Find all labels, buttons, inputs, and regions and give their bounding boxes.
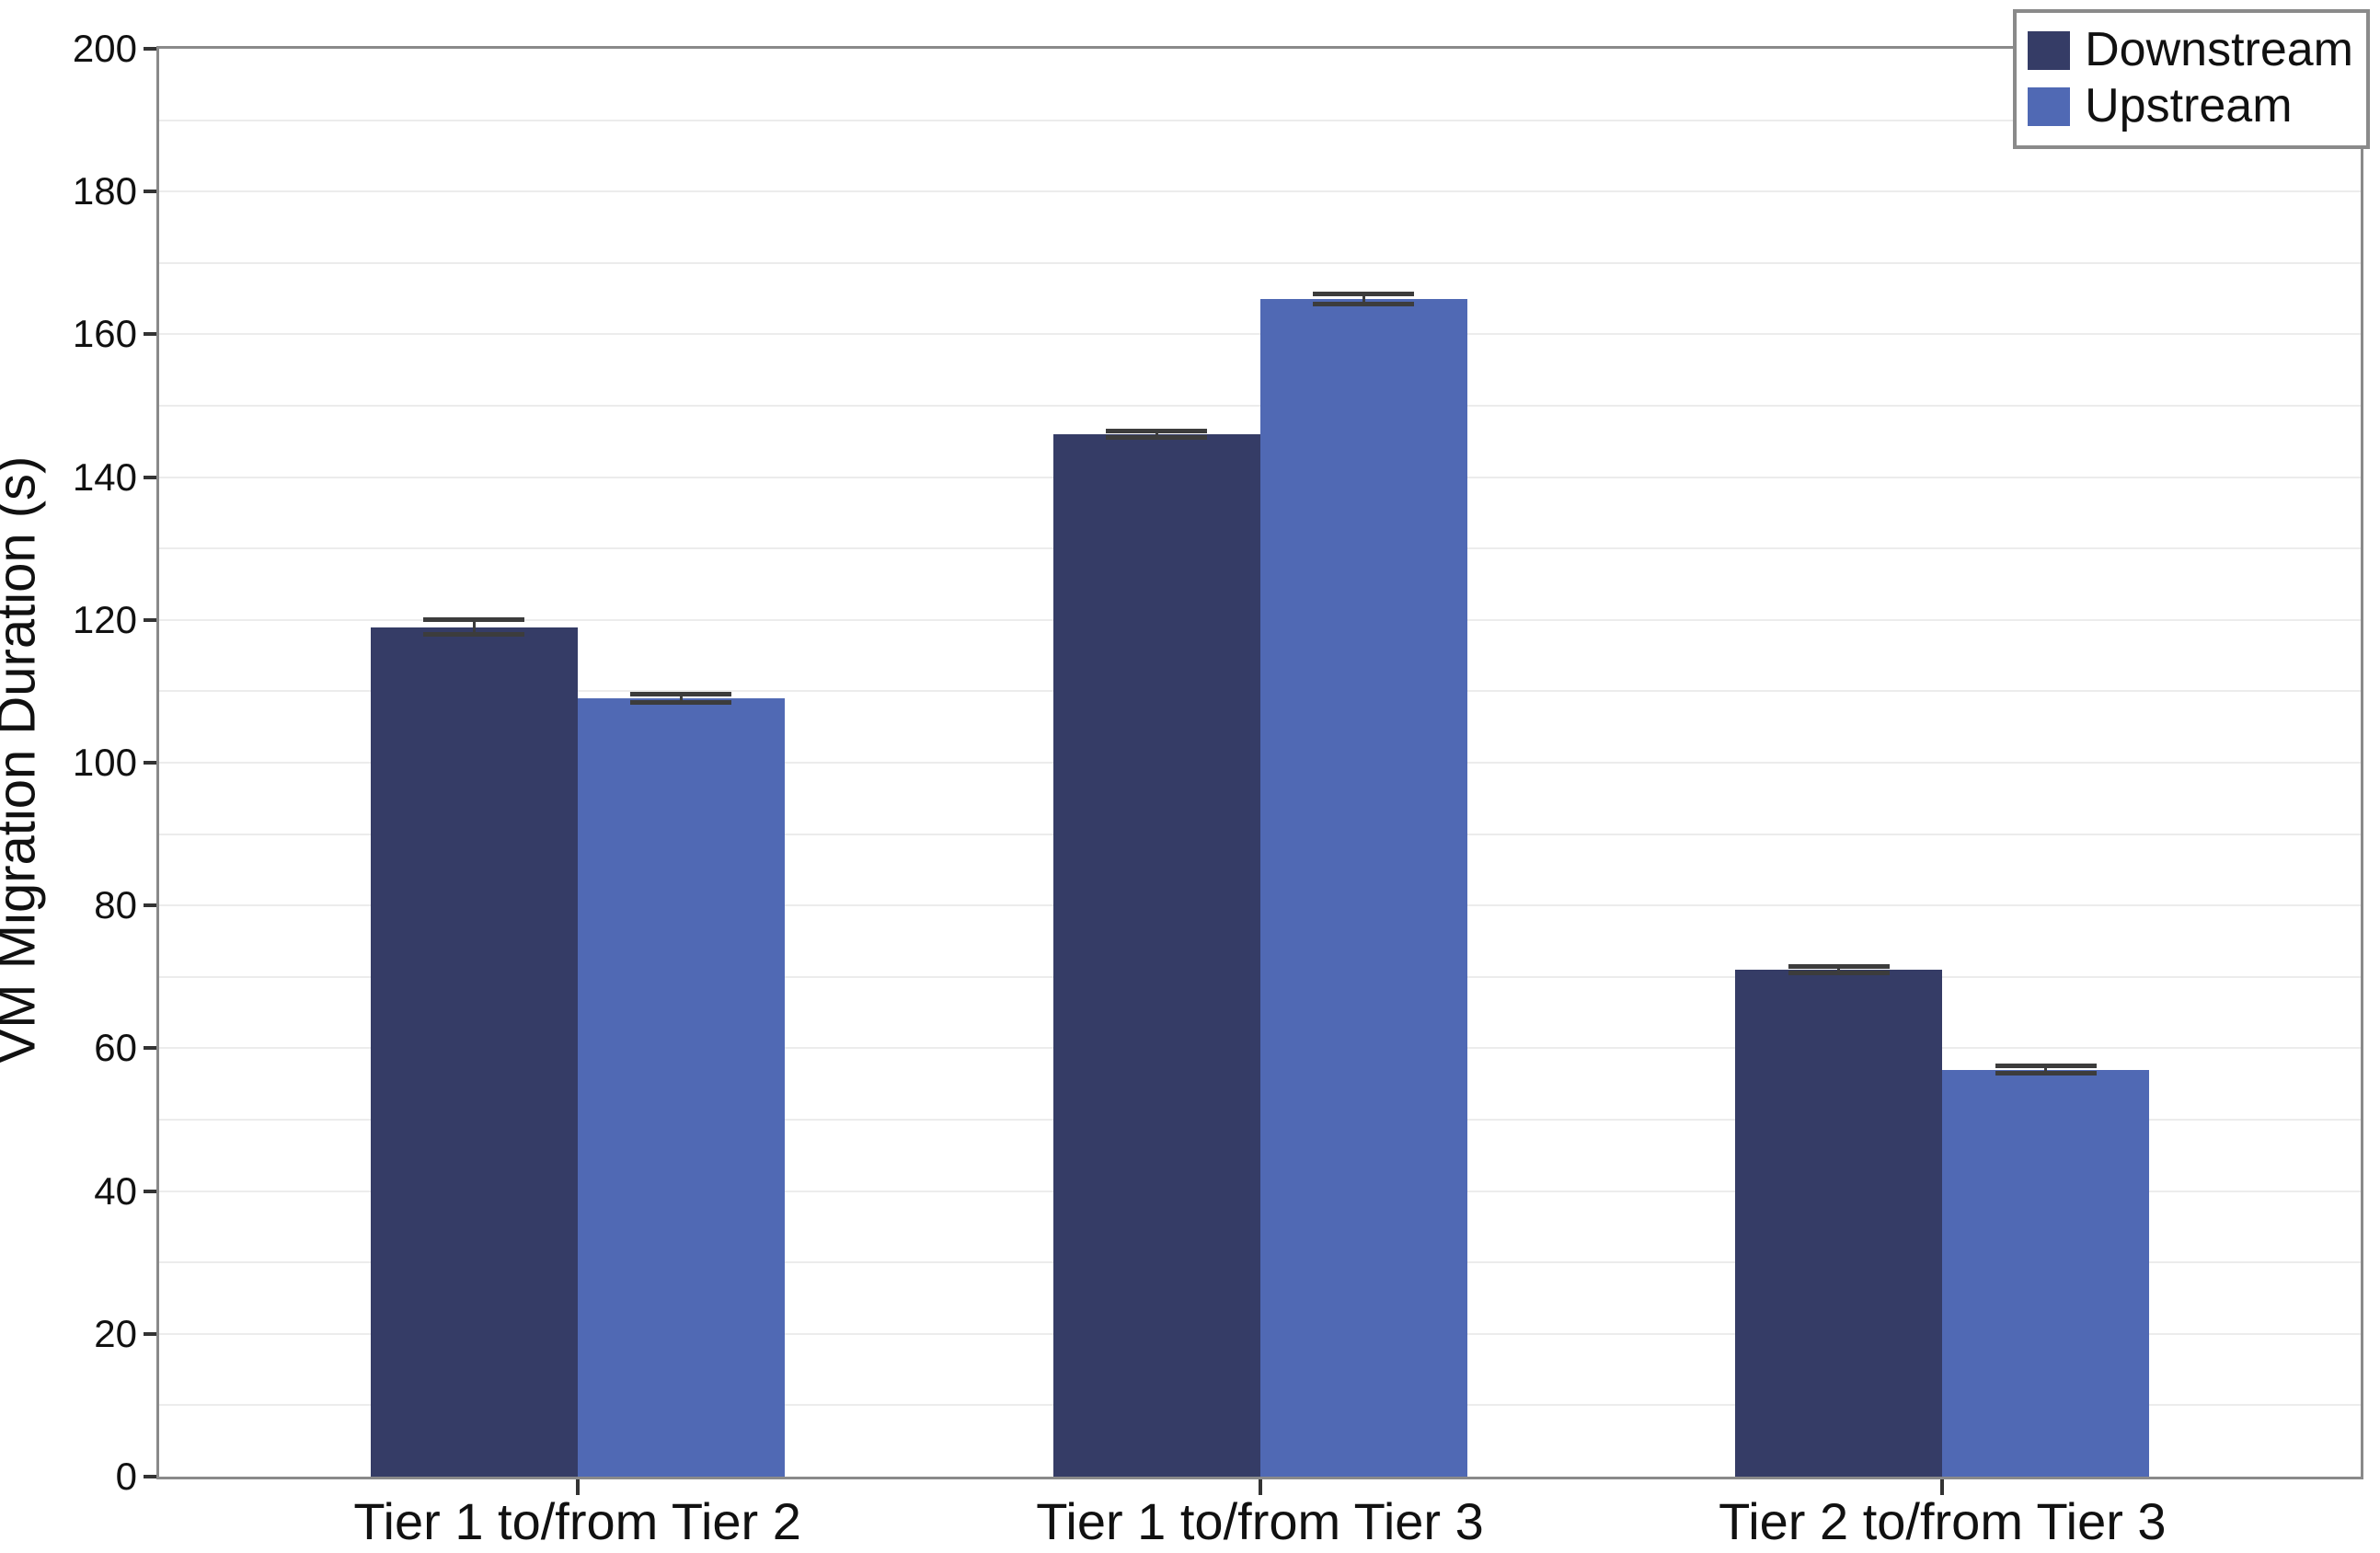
y-tick-label-160: 160 (72, 312, 137, 356)
bar-downstream-group1 (370, 627, 578, 1477)
y-tick-label-20: 20 (94, 1311, 137, 1355)
legend-row-upstream: Upstream (2028, 79, 2353, 133)
legend-swatch-downstream (2028, 30, 2071, 70)
bar-upstream-group2 (1259, 298, 1467, 1477)
x-tick-group2 (1258, 1479, 1262, 1495)
y-tick-label-40: 40 (94, 1168, 137, 1213)
y-tick-label-200: 200 (72, 27, 137, 70)
y-tick-200 (144, 47, 156, 51)
errorbar-cap-bottom (1313, 301, 1414, 306)
errorbar-downstream-group3 (1837, 966, 1841, 973)
bar-downstream-group3 (1735, 970, 1943, 1477)
errorbar-cap-bottom (423, 631, 525, 637)
y-tick-180 (144, 190, 156, 194)
legend-label-upstream: Upstream (2085, 79, 2293, 133)
bar-upstream-group3 (1942, 1069, 2150, 1477)
gridline-y190 (159, 119, 2361, 121)
legend: Downstream Upstream (2013, 9, 2370, 150)
legend-row-downstream: Downstream (2028, 23, 2353, 76)
y-tick-label-0: 0 (115, 1455, 137, 1498)
errorbar-cap-top (1106, 428, 1207, 433)
y-axis-title-text: VM Migration Duration (s) (0, 455, 47, 1064)
errorbar-upstream-group2 (1362, 293, 1365, 305)
y-tick-100 (144, 761, 156, 765)
errorbar-cap-bottom (1788, 971, 1890, 976)
legend-label-downstream: Downstream (2085, 23, 2353, 76)
y-tick-20 (144, 1331, 156, 1336)
errorbar-cap-top (1788, 963, 1890, 969)
y-tick-140 (144, 475, 156, 479)
errorbar-downstream-group1 (472, 619, 476, 635)
errorbar-cap-top (1313, 291, 1414, 296)
y-tick-0 (144, 1475, 156, 1478)
gridline-y180 (159, 190, 2361, 193)
y-tick-label-100: 100 (72, 741, 137, 784)
errorbar-cap-top (423, 617, 525, 623)
y-tick-label-120: 120 (72, 597, 137, 641)
x-tick-group1 (575, 1479, 580, 1495)
errorbar-downstream-group2 (1155, 431, 1158, 438)
errorbar-upstream-group3 (2044, 1065, 2048, 1074)
y-tick-120 (144, 617, 156, 622)
errorbar-cap-bottom (630, 700, 732, 706)
x-tick-label-group3: Tier 2 to/from Tier 3 (1719, 1492, 2167, 1550)
errorbar-cap-bottom (1106, 435, 1207, 441)
bar-upstream-group1 (577, 698, 785, 1477)
y-tick-40 (144, 1189, 156, 1193)
x-tick-label-group2: Tier 1 to/from Tier 3 (1036, 1492, 1484, 1550)
y-tick-80 (144, 903, 156, 908)
y-tick-label-80: 80 (94, 883, 137, 927)
y-tick-60 (144, 1046, 156, 1051)
y-tick-label-180: 180 (72, 169, 137, 213)
y-tick-160 (144, 332, 156, 337)
y-tick-label-140: 140 (72, 454, 137, 499)
bar-downstream-group2 (1052, 434, 1260, 1477)
errorbar-cap-top (630, 692, 732, 697)
plot-area: 0 20 40 60 80 100 120 140 160 180 200 Tier 1 to/fro… (73, 27, 2363, 1550)
y-tick-label-60: 60 (94, 1026, 137, 1070)
errorbar-upstream-group1 (679, 694, 683, 703)
errorbar-cap-bottom (1995, 1071, 2097, 1076)
x-tick-label-group1: Tier 1 to/from Tier 2 (353, 1492, 801, 1550)
x-tick-group3 (1940, 1479, 1945, 1495)
gridline-y170 (159, 261, 2361, 264)
errorbar-cap-top (1995, 1064, 2097, 1069)
legend-swatch-upstream (2028, 86, 2071, 126)
